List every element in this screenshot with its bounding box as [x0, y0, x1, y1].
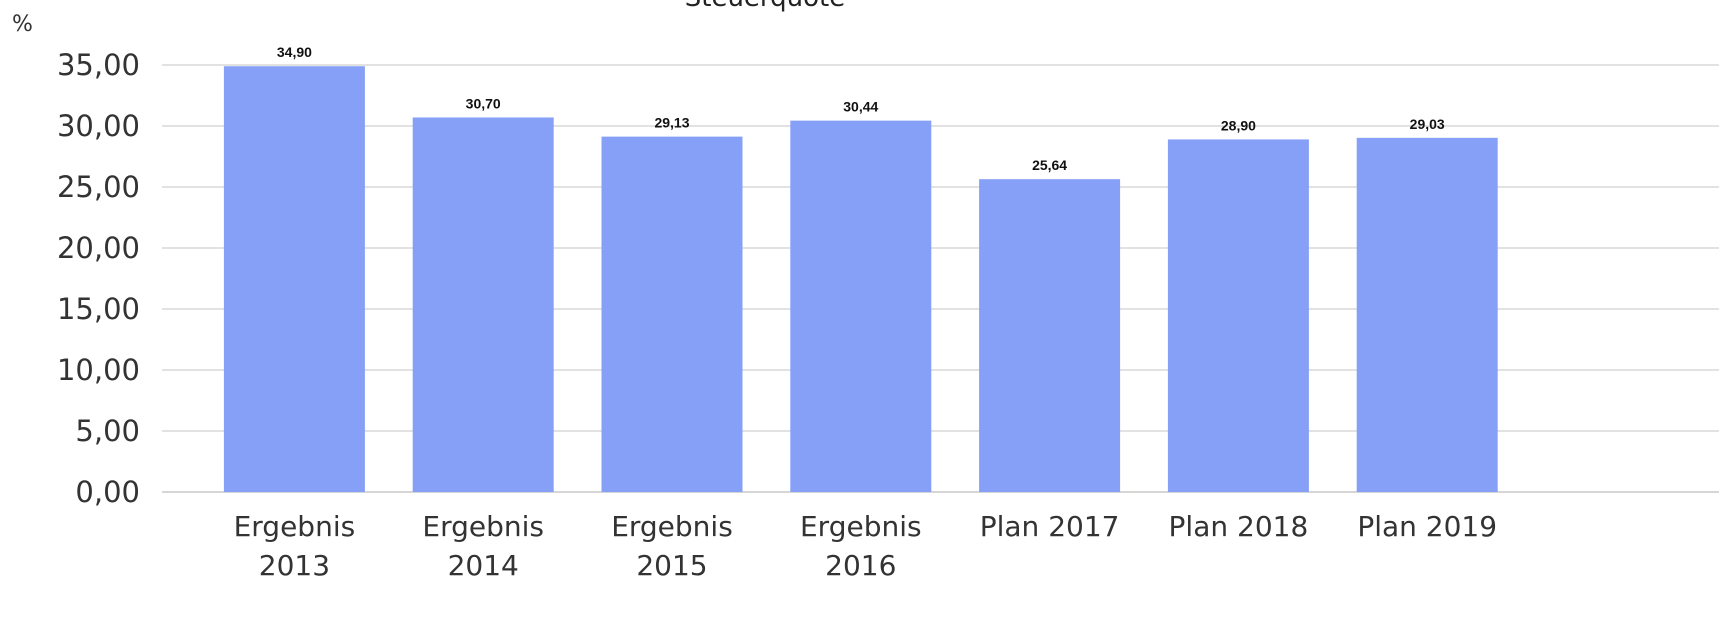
y-axis-unit-label: %: [12, 12, 33, 37]
x-tick-label: Plan 2018: [1169, 510, 1309, 543]
bar: [412, 117, 554, 493]
y-tick-label: 35,00: [57, 48, 140, 82]
x-tick-label: Plan 2017: [980, 510, 1120, 543]
x-tick-label: Ergebnis 2013: [234, 510, 356, 582]
y-tick-label: 5,00: [75, 414, 140, 448]
y-tick-label: 10,00: [57, 353, 140, 387]
data-label: 29,03: [1410, 116, 1445, 132]
bar: [790, 120, 932, 493]
bar: [601, 136, 743, 492]
data-label: 25,64: [1032, 157, 1067, 173]
data-label: 30,70: [466, 95, 501, 111]
data-labels: 34,90 30,70 29,13 30,44 25,64 28,90 29,03: [277, 44, 1445, 173]
y-tick-label: 20,00: [57, 231, 140, 265]
data-label: 34,90: [277, 44, 312, 60]
x-tick-label: Ergebnis 2015: [611, 510, 733, 582]
data-label: 29,13: [654, 115, 689, 131]
bar: [223, 66, 365, 492]
x-tick-label: Plan 2019: [1357, 510, 1497, 543]
bar: [1167, 139, 1309, 493]
bar: [1356, 137, 1498, 493]
bar: [979, 179, 1121, 492]
y-tick-label: 15,00: [57, 292, 140, 326]
x-axis-ticks: Ergebnis 2013 Ergebnis 2014 Ergebnis 2015 Erge…: [234, 510, 1497, 582]
y-axis-ticks: 0,00 5,00 10,00 15,00 20,00 25,00 30,00 35,00: [57, 48, 140, 509]
chart-title: Steuerquote: [685, 0, 845, 13]
y-tick-label: 30,00: [57, 109, 140, 143]
y-tick-label: 25,00: [57, 170, 140, 204]
y-tick-label: 0,00: [75, 475, 140, 509]
x-tick-label: Ergebnis 2016: [800, 510, 922, 582]
x-tick-label: Ergebnis 2014: [422, 510, 544, 582]
data-label: 28,90: [1221, 117, 1256, 133]
data-label: 30,44: [843, 99, 878, 115]
bars: [223, 66, 1498, 493]
